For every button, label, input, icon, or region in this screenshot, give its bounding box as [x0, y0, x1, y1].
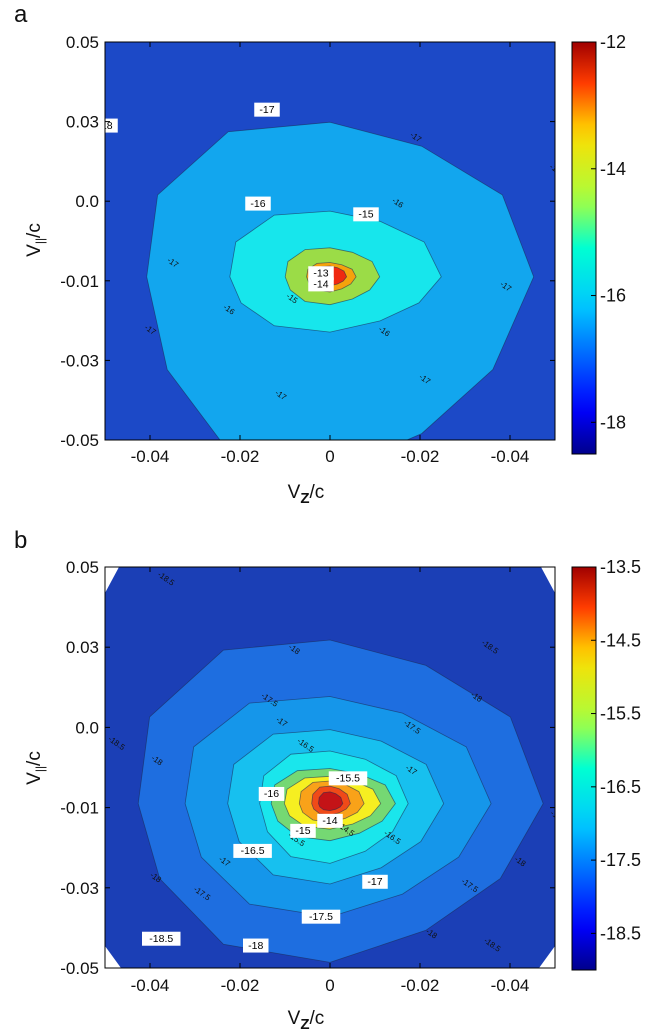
x-tick-label: -0.02	[221, 447, 260, 466]
contour-label-box	[317, 813, 343, 828]
y-tick-label: 0.03	[66, 113, 99, 132]
panel-b: b-18.5-18 -18.5-17.5 -18-17-16.5-17.5-18.5…	[14, 527, 641, 1032]
contour-label-text: -17.5	[309, 911, 333, 923]
contour-label-text: -15	[295, 825, 310, 837]
x-tick-label: -0.02	[401, 447, 440, 466]
panel-a: a-17-18-16-17-17-15-16-16-17-17-17-18-17…	[14, 1, 626, 507]
contour-label: -15.5	[328, 771, 368, 786]
contour-label: -15	[353, 207, 379, 222]
contour-label: -14	[308, 277, 334, 292]
x-tick-label: -0.04	[131, 976, 170, 995]
blank-corner	[539, 946, 555, 968]
contour-label-box	[353, 207, 379, 222]
contour-label-box	[245, 196, 271, 211]
y-tick-label: -0.03	[60, 879, 99, 898]
contour-label-text: -15.5	[336, 773, 360, 785]
colorbar-tick-label: -18.5	[600, 923, 641, 943]
contour-label-text: -13	[313, 268, 328, 280]
colorbar-tick-label: -17.5	[600, 850, 641, 870]
panel-letter: a	[14, 1, 28, 28]
contour-label: -17	[254, 102, 280, 117]
contour-label-box	[233, 843, 272, 858]
contour-label-box	[308, 266, 334, 281]
contour-label-box	[362, 874, 388, 889]
contour-label: -18.5	[142, 931, 181, 946]
contour-inline-label: -18.5	[549, 808, 570, 826]
y-tick-label: 0.0	[75, 192, 99, 211]
contour-label-text: -16.5	[241, 845, 265, 857]
y-axis-label: V||/c	[24, 751, 47, 785]
contour-label: -17.5	[301, 909, 341, 924]
contour-label-text: -18	[248, 940, 263, 952]
contour-label: -15	[290, 823, 316, 838]
x-tick-label: -0.04	[491, 447, 530, 466]
x-tick-label: -0.02	[221, 976, 260, 995]
colorbar-tick-label: -13.5	[600, 557, 641, 577]
x-tick-label: -0.02	[401, 976, 440, 995]
contour-label-box	[328, 771, 368, 786]
contour-label-box	[301, 909, 341, 924]
y-tick-label: -0.05	[60, 959, 99, 978]
y-tick-label: -0.01	[60, 799, 99, 818]
contour-label: -18	[243, 938, 269, 953]
x-tick-label: -0.04	[131, 447, 170, 466]
x-axis-label: VZ/c	[288, 1008, 325, 1032]
contour-label-box	[243, 938, 269, 953]
contour-label-text: -15	[358, 209, 373, 221]
contour-label-text: -16	[250, 198, 265, 210]
y-tick-label: 0.03	[66, 638, 99, 657]
contour-label-text: -18.5	[149, 933, 173, 945]
contour-label: -17	[362, 874, 388, 889]
colorbar-tick-label: -14	[600, 159, 626, 179]
colorbar-tick-label: -18	[600, 412, 626, 432]
x-tick-label: 0	[325, 976, 334, 995]
colorbar-tick-label: -16.5	[600, 777, 641, 797]
blank-corner	[105, 946, 121, 968]
contour-label-box	[290, 823, 316, 838]
y-tick-label: 0.0	[75, 718, 99, 737]
colorbar	[571, 41, 597, 455]
blank-corner	[541, 567, 555, 593]
contour-label-box	[254, 102, 280, 117]
contour-label-text: -17	[367, 876, 382, 888]
x-tick-label: -0.04	[491, 976, 530, 995]
colorbar-tick-label: -12	[600, 32, 626, 52]
x-tick-label: 0	[325, 447, 334, 466]
contour-label-text: -16	[264, 788, 279, 800]
contour-plot-area: -17-18-16-17-17-15-16-16-17-17-17-18-17-…	[97, 42, 563, 440]
colorbar	[571, 566, 597, 971]
contour-band	[318, 791, 344, 812]
x-axis-label: VZ/c	[288, 482, 325, 507]
panel-letter: b	[14, 527, 27, 554]
contour-label-text: -17	[259, 104, 274, 116]
y-tick-label: 0.05	[66, 33, 99, 52]
contour-label-text: -18	[97, 120, 112, 132]
contour-label-box	[308, 277, 334, 292]
contour-label: -16.5	[233, 843, 272, 858]
contour-inline-label: -18	[548, 162, 563, 176]
contour-label-box	[142, 931, 181, 946]
y-tick-label: -0.01	[60, 272, 99, 291]
colorbar-tick-label: -16	[600, 286, 626, 306]
y-axis-label: V||/c	[24, 223, 47, 257]
colorbar-tick-label: -14.5	[600, 630, 641, 650]
contour-label-text: -14	[322, 815, 337, 827]
contour-plot-area: -18.5-18 -18.5-17.5 -18-17-16.5-17.5-18.5-…	[105, 567, 570, 968]
contour-label: -14	[317, 813, 343, 828]
contour-label: -16	[258, 786, 285, 801]
colorbar-tick-label: -15.5	[600, 704, 641, 724]
y-tick-label: 0.05	[66, 558, 99, 577]
blank-corner	[105, 567, 119, 593]
contour-label-text: -14	[313, 279, 328, 291]
contour-label: -13	[308, 266, 334, 281]
y-tick-label: -0.05	[60, 431, 99, 450]
contour-label: -16	[245, 196, 271, 211]
y-tick-label: -0.03	[60, 351, 99, 370]
contour-label-box	[258, 786, 285, 801]
